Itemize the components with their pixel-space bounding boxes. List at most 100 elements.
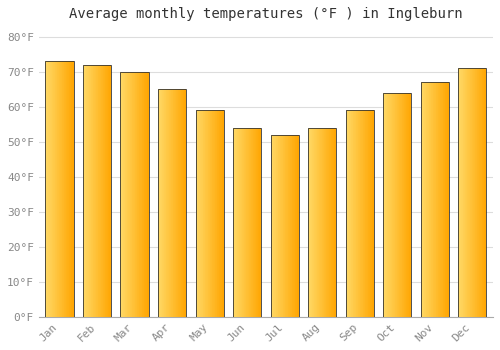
Bar <box>129 72 130 317</box>
Bar <box>368 110 369 317</box>
Bar <box>428 82 429 317</box>
Bar <box>407 93 408 317</box>
Bar <box>102 65 104 317</box>
Bar <box>200 110 201 317</box>
Bar <box>485 68 486 317</box>
Bar <box>162 89 163 317</box>
Bar <box>308 128 309 317</box>
Bar <box>136 72 138 317</box>
Bar <box>429 82 430 317</box>
Bar <box>198 110 199 317</box>
Bar <box>178 89 179 317</box>
Bar <box>355 110 356 317</box>
Bar <box>255 128 256 317</box>
Bar <box>281 135 282 317</box>
Bar <box>447 82 448 317</box>
Bar <box>290 135 291 317</box>
Bar <box>427 82 428 317</box>
Bar <box>84 65 85 317</box>
Bar <box>464 68 466 317</box>
Bar <box>476 68 478 317</box>
Bar <box>318 128 320 317</box>
Bar <box>405 93 406 317</box>
Bar <box>438 82 439 317</box>
Bar <box>221 110 222 317</box>
Bar <box>276 135 277 317</box>
Bar <box>278 135 279 317</box>
Bar <box>252 128 253 317</box>
Bar <box>364 110 366 317</box>
Bar <box>359 110 360 317</box>
Bar <box>174 89 175 317</box>
Bar <box>66 61 67 317</box>
Bar <box>256 128 257 317</box>
Bar <box>332 128 333 317</box>
Bar <box>421 82 422 317</box>
Bar <box>467 68 468 317</box>
Bar <box>85 65 86 317</box>
Bar <box>67 61 68 317</box>
Bar <box>321 128 322 317</box>
Bar <box>135 72 136 317</box>
Bar <box>347 110 348 317</box>
Bar <box>70 61 72 317</box>
Bar <box>360 110 361 317</box>
Bar <box>181 89 182 317</box>
Bar <box>422 82 423 317</box>
Bar <box>158 89 160 317</box>
Bar <box>311 128 312 317</box>
Bar <box>446 82 447 317</box>
Bar <box>83 65 84 317</box>
Bar <box>349 110 350 317</box>
Bar <box>348 110 349 317</box>
Bar <box>286 135 287 317</box>
Bar <box>139 72 140 317</box>
Bar <box>320 128 321 317</box>
Bar <box>210 110 211 317</box>
Bar <box>366 110 367 317</box>
Bar <box>433 82 434 317</box>
Bar <box>175 89 176 317</box>
Bar <box>482 68 483 317</box>
Bar <box>58 61 59 317</box>
Bar <box>161 89 162 317</box>
Bar <box>270 135 299 317</box>
Bar <box>233 128 234 317</box>
Bar <box>243 128 244 317</box>
Bar <box>212 110 213 317</box>
Bar <box>328 128 330 317</box>
Bar <box>140 72 141 317</box>
Bar <box>97 65 98 317</box>
Bar <box>106 65 107 317</box>
Bar <box>346 110 347 317</box>
Bar <box>470 68 471 317</box>
Bar <box>238 128 240 317</box>
Bar <box>439 82 440 317</box>
Bar <box>46 61 47 317</box>
Bar <box>383 93 384 317</box>
Bar <box>46 61 74 317</box>
Bar <box>165 89 166 317</box>
Bar <box>60 61 61 317</box>
Bar <box>473 68 474 317</box>
Bar <box>108 65 109 317</box>
Bar <box>435 82 436 317</box>
Bar <box>168 89 170 317</box>
Bar <box>372 110 373 317</box>
Bar <box>369 110 370 317</box>
Bar <box>315 128 316 317</box>
Bar <box>101 65 102 317</box>
Bar <box>356 110 357 317</box>
Bar <box>444 82 446 317</box>
Bar <box>310 128 311 317</box>
Bar <box>65 61 66 317</box>
Bar <box>259 128 260 317</box>
Bar <box>471 68 472 317</box>
Bar <box>242 128 243 317</box>
Bar <box>289 135 290 317</box>
Bar <box>207 110 208 317</box>
Bar <box>296 135 298 317</box>
Bar <box>142 72 143 317</box>
Bar <box>335 128 336 317</box>
Bar <box>211 110 212 317</box>
